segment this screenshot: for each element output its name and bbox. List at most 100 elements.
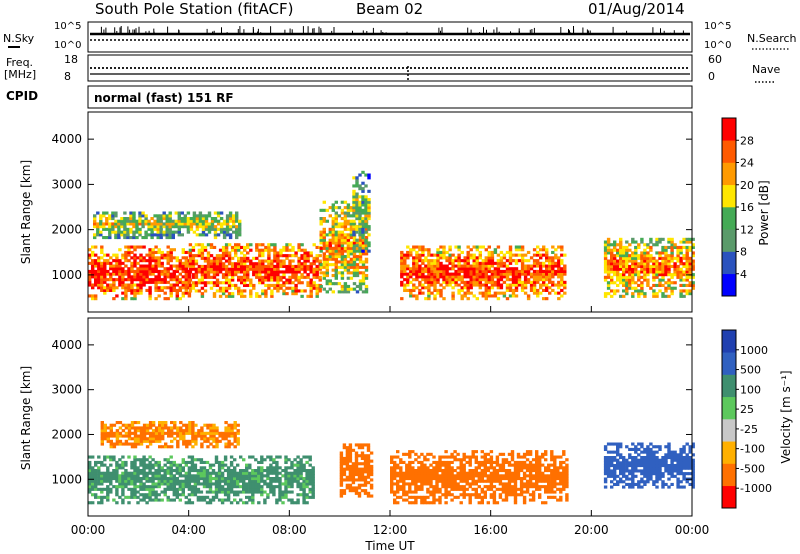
data-cell [664,259,668,263]
data-cell [106,437,110,441]
data-cell [315,275,319,279]
data-cell [358,195,362,199]
data-cell [691,254,695,258]
data-cell [670,245,674,249]
data-cell [293,469,297,473]
data-cell [510,493,515,497]
data-cell [287,474,291,478]
data-cell [412,294,416,298]
data-cell [420,463,424,467]
data-cell [331,282,335,286]
data-cell [526,278,531,282]
data-cell [186,217,191,221]
data-cell [513,460,518,464]
data-cell [667,270,671,274]
data-cell [355,238,359,242]
data-cell [358,260,363,264]
data-cell [318,275,322,279]
data-cell [670,248,674,252]
freq-tick-low: 8 [64,70,71,83]
data-cell [260,474,264,478]
data-cell [139,498,143,502]
data-cell [325,282,329,286]
data-cell [94,479,98,483]
data-cell [346,203,351,207]
data-cell [352,252,357,256]
data-cell [447,490,451,494]
data-cell [514,253,519,257]
data-cell [433,294,437,298]
nsearch-label: N.Search [747,32,797,45]
data-cell [185,439,189,443]
data-cell [510,477,515,481]
data-cell [507,482,512,486]
data-cell [366,470,371,474]
data-cell [414,490,418,494]
data-cell [366,446,371,450]
data-cell [652,273,656,277]
data-cell [121,278,125,282]
data-cell [655,275,659,279]
data-cell [625,278,629,282]
data-cell [676,245,680,249]
data-cell [502,272,507,276]
data-cell [127,501,131,505]
data-cell [93,236,97,240]
data-cell [148,269,152,273]
data-cell [194,442,198,446]
data-cell [474,455,478,459]
data-cell [649,254,653,258]
data-cell [511,278,516,282]
data-cell [127,429,132,433]
data-cell [240,278,244,282]
data-cell [127,275,131,279]
data-cell [136,485,140,489]
data-cell [175,487,179,491]
data-cell [436,269,440,273]
data-cell [302,477,306,481]
data-cell [154,431,159,435]
data-cell [276,270,280,274]
data-cell [109,463,113,467]
data-cell [291,248,295,252]
data-cell [166,269,170,273]
data-cell [169,253,173,257]
data-cell [477,471,481,475]
data-cell [212,439,216,443]
data-cell [308,487,312,491]
data-cell [331,225,335,229]
data-cell [685,275,689,279]
data-cell [103,286,107,290]
data-cell [548,272,552,276]
data-cell [453,487,457,491]
data-cell [148,291,152,295]
data-cell [187,482,192,486]
data-cell [154,434,159,438]
data-cell [682,240,686,244]
data-cell [212,281,217,285]
data-cell [475,248,479,252]
data-cell [349,206,354,210]
data-cell [420,487,424,491]
data-cell [417,469,421,473]
data-cell [352,192,356,196]
data-cell [136,474,140,478]
data-cell [179,431,183,435]
data-cell [206,254,211,258]
data-cell [325,271,329,275]
data-cell [177,227,181,231]
data-cell [199,477,204,481]
data-cell [691,286,695,290]
power-ylabel: Slant Range [km] [19,160,33,264]
data-cell [542,248,546,252]
data-cell [682,278,686,282]
data-cell [287,482,291,486]
data-cell [100,463,104,467]
data-cell [361,279,366,283]
data-cell [399,466,403,470]
data-cell [124,272,128,276]
data-cell [415,250,419,254]
data-cell [408,455,412,459]
data-cell [183,225,187,229]
data-cell [121,261,125,265]
